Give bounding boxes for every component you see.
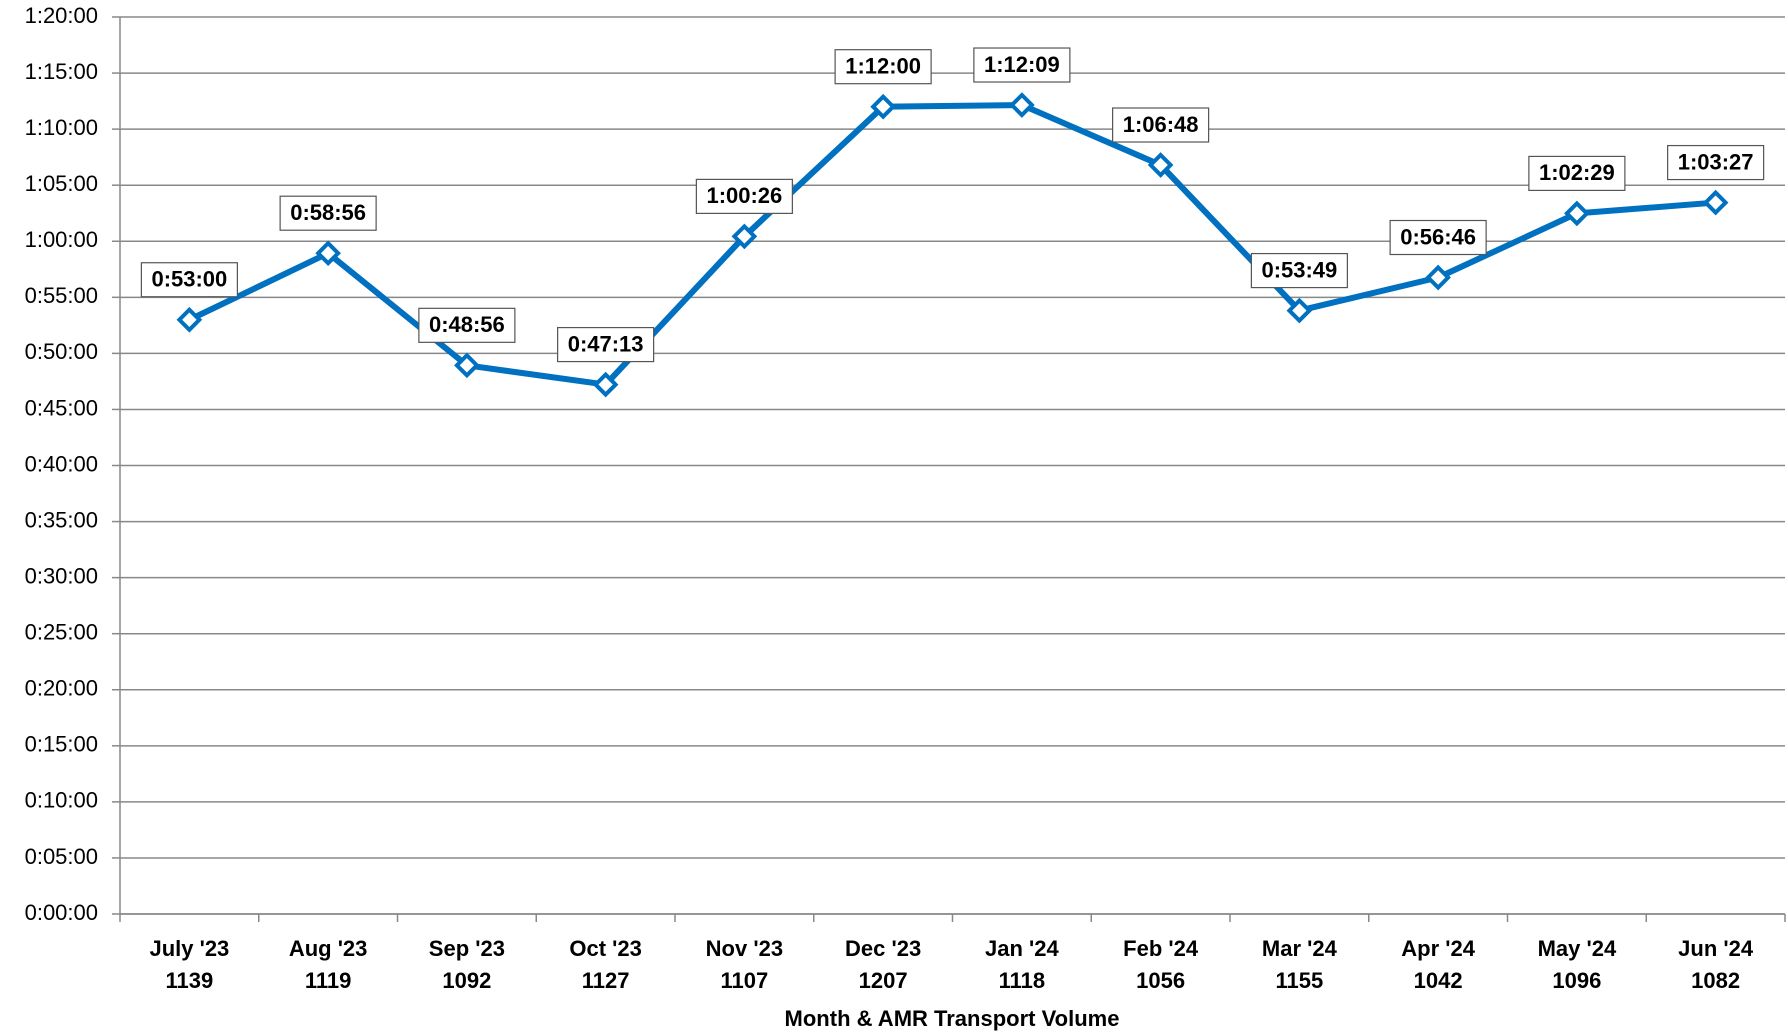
point-marker: [1425, 264, 1451, 291]
x-tick-volume: 1155: [1276, 968, 1324, 993]
x-tick-label: Nov '23: [706, 936, 783, 961]
data-label: 0:48:56: [429, 312, 505, 337]
x-tick-volume: 1107: [721, 968, 769, 993]
y-tick-label: 0:50:00: [25, 339, 98, 364]
data-label-box: [1250, 252, 1348, 289]
data-label-box: [1528, 155, 1626, 192]
y-tick-label: 0:55:00: [25, 283, 98, 308]
y-tick-label: 1:10:00: [25, 115, 98, 140]
x-tick-label: Jan '24: [985, 936, 1059, 961]
x-tick-volume: 1096: [1552, 968, 1601, 993]
point-marker: [592, 371, 619, 398]
x-tick-volume: 1118: [999, 968, 1046, 993]
y-tick-label: 0:00:00: [25, 900, 98, 925]
data-label-box: [1389, 219, 1487, 256]
point-marker: [870, 93, 896, 120]
point-marker: [1147, 152, 1174, 178]
x-tick-volume: 1139: [166, 968, 214, 993]
x-tick-label: Sep '23: [429, 936, 505, 961]
y-tick-label: 1:00:00: [25, 227, 98, 252]
y-tick-label: 0:20:00: [25, 676, 98, 701]
data-label: 1:12:09: [984, 52, 1060, 77]
data-label: 1:12:00: [845, 54, 921, 79]
y-tick-label: 0:15:00: [25, 732, 98, 757]
x-tick-label: Apr '24: [1401, 936, 1475, 961]
point-marker: [454, 352, 480, 379]
y-tick-label: 0:05:00: [25, 844, 98, 869]
point-marker: [1009, 92, 1035, 118]
data-label: 0:53:00: [151, 267, 227, 292]
data-label: 0:58:56: [290, 200, 366, 225]
data-label: 1:02:29: [1539, 160, 1615, 185]
data-label-box: [973, 47, 1071, 83]
data-label-box: [1112, 107, 1210, 143]
data-label-box: [1667, 144, 1765, 181]
y-tick-label: 0:45:00: [25, 395, 98, 420]
y-tick-label: 1:15:00: [25, 59, 98, 84]
y-tick-label: 0:25:00: [25, 620, 98, 645]
x-tick-label: May '24: [1538, 936, 1617, 961]
data-label-box: [279, 195, 377, 231]
x-tick-volume: 1092: [442, 968, 491, 993]
point-marker: [731, 223, 758, 250]
data-label-box: [557, 326, 655, 363]
data-label: 1:00:26: [706, 183, 782, 208]
data-label-box: [695, 178, 793, 214]
y-tick-label: 0:35:00: [25, 507, 98, 532]
data-label: 1:03:27: [1678, 149, 1754, 174]
point-marker: [315, 240, 341, 267]
x-tick-label: Jun '24: [1678, 936, 1754, 961]
y-tick-label: 0:10:00: [25, 788, 98, 813]
y-tick-label: 1:05:00: [25, 171, 98, 196]
y-tick-label: 1:20:00: [25, 3, 98, 28]
series-line: [188, 102, 1716, 388]
point-marker: [1564, 200, 1590, 227]
point-marker: [1702, 189, 1729, 216]
x-tick-volume: 1207: [859, 968, 908, 993]
x-tick-label: Dec '23: [845, 936, 921, 961]
x-tick-volume: 1119: [305, 968, 352, 993]
x-tick-volume: 1056: [1136, 968, 1185, 993]
point-marker: [1286, 297, 1313, 324]
data-label: 0:53:49: [1261, 257, 1337, 282]
y-tick-label: 0:30:00: [25, 563, 98, 588]
x-tick-label: July '23: [149, 936, 229, 961]
x-tick-label: Mar '24: [1262, 936, 1338, 961]
x-axis-title: Month & AMR Transport Volume: [785, 1006, 1120, 1031]
data-label-box: [418, 307, 516, 343]
data-label-box: [834, 49, 932, 85]
x-tick-label: Aug '23: [289, 936, 368, 961]
data-label: 0:47:13: [568, 331, 644, 356]
x-tick-label: Feb '24: [1123, 936, 1199, 961]
data-label-box: [140, 262, 238, 298]
data-label: 1:06:48: [1123, 112, 1199, 137]
point-marker: [176, 306, 203, 333]
x-tick-volume: 1042: [1414, 968, 1463, 993]
x-tick-label: Oct '23: [569, 936, 642, 961]
x-tick-volume: 1127: [582, 968, 630, 993]
x-tick-volume: 1082: [1691, 968, 1740, 993]
y-tick-label: 0:40:00: [25, 451, 98, 476]
data-label: 0:56:46: [1400, 224, 1476, 249]
